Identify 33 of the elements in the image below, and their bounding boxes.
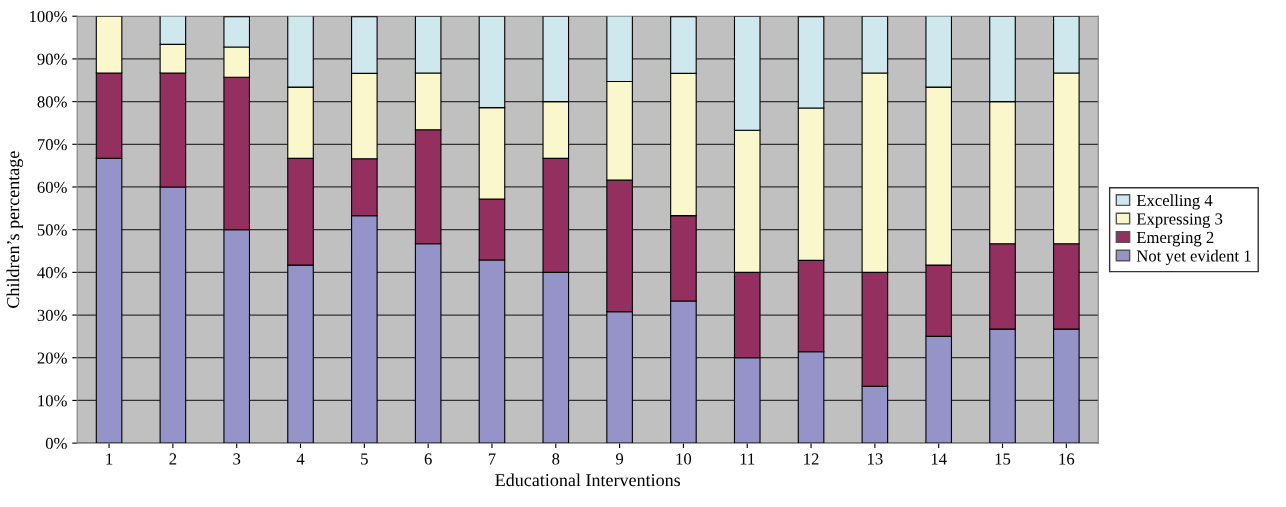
y-tick-label: 50%: [37, 224, 67, 236]
x-tick-label: 10: [676, 453, 692, 465]
legend-label: Emerging 2: [1136, 231, 1214, 247]
y-tick-label: 10%: [38, 395, 67, 407]
x-tick-label: 13: [868, 453, 883, 465]
x-tick-label: 7: [488, 453, 496, 465]
y-tick-label: 80%: [37, 96, 67, 108]
y-tick-label: 60%: [37, 181, 67, 193]
x-tick-label: 16: [1059, 453, 1075, 465]
x-tick-label: 8: [552, 453, 560, 465]
x-tick-label: 3: [233, 453, 241, 465]
y-tick-label: 20%: [37, 352, 67, 364]
x-tick-label: 1: [106, 453, 113, 465]
x-tick-label: 5: [361, 453, 368, 465]
x-axis-title: Educational Interventions: [495, 473, 681, 487]
x-tick-label: 14: [931, 453, 947, 465]
y-tick-label: 0%: [45, 437, 67, 450]
x-tick-label: 2: [169, 453, 177, 465]
y-tick-label: 100%: [30, 10, 67, 23]
y-tick-label: 40%: [37, 267, 67, 279]
x-tick-label: 15: [995, 453, 1011, 465]
y-tick-label: 70%: [37, 138, 67, 151]
x-tick-label: 11: [740, 453, 755, 465]
legend-label: Excelling 4: [1136, 194, 1213, 210]
y-axis-title: Children’s percentage: [6, 151, 23, 308]
y-tick-label: 90%: [37, 53, 67, 65]
x-tick-label: 9: [615, 453, 624, 465]
y-tick-label: 30%: [37, 309, 67, 322]
x-tick-label: 6: [424, 453, 432, 465]
legend-label: Expressing 3: [1136, 213, 1223, 228]
legend-label: Not yet evident 1: [1136, 249, 1251, 265]
x-tick-label: 12: [804, 453, 819, 465]
x-tick-label: 4: [296, 453, 305, 465]
